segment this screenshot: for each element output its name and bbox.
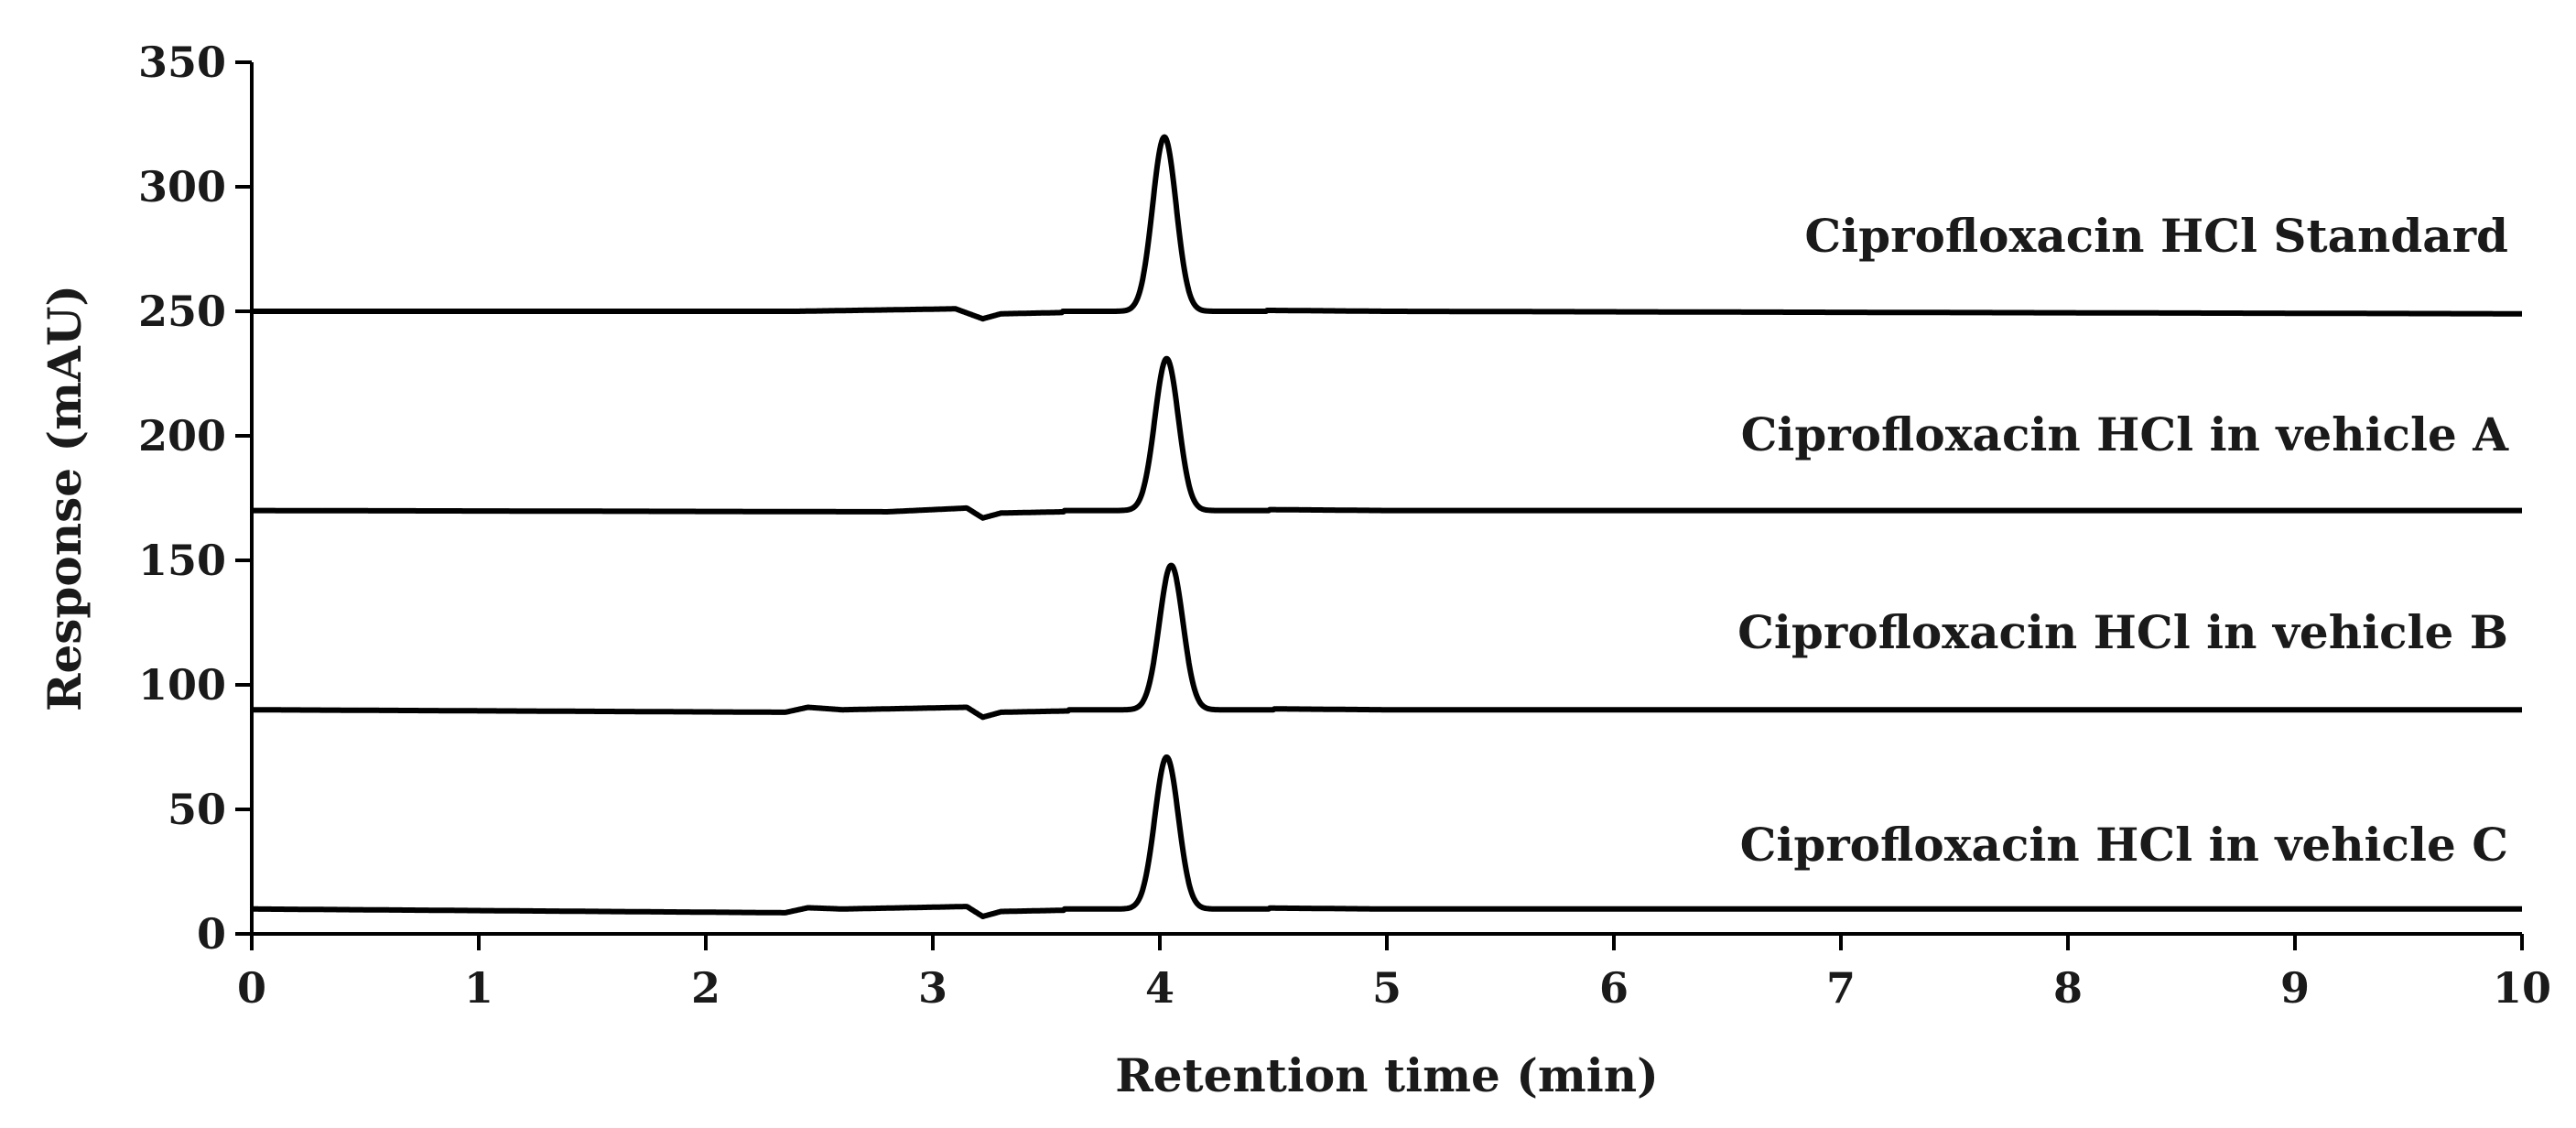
x-tick-label: 4 <box>1145 963 1174 1013</box>
series-trace-2 <box>250 562 2524 721</box>
x-tick-label: 3 <box>918 963 947 1013</box>
traces <box>250 134 2524 919</box>
series-trace-0 <box>250 134 2524 322</box>
series-labels: Ciprofloxacin HCl Standard Ciprofloxacin … <box>1737 209 2509 872</box>
x-tick-label: 1 <box>464 963 493 1013</box>
x-ticks: 0 1 2 3 4 5 6 7 8 9 10 <box>237 934 2551 1013</box>
y-tick-label: 150 <box>138 536 226 585</box>
x-tick-label: 2 <box>691 963 720 1013</box>
series-label-0: Ciprofloxacin HCl Standard <box>1804 209 2508 263</box>
x-tick-label: 10 <box>2493 963 2551 1013</box>
y-axis-title: Response (mAU) <box>38 285 92 711</box>
y-tick-label: 300 <box>138 162 226 212</box>
x-tick-label: 0 <box>237 963 266 1013</box>
x-tick-label: 9 <box>2280 963 2310 1013</box>
x-axis-title: Retention time (min) <box>1115 1048 1659 1102</box>
x-tick-label: 6 <box>1599 963 1629 1013</box>
y-tick-label: 50 <box>168 785 226 834</box>
series-label-2: Ciprofloxacin HCl in vehicle B <box>1737 605 2508 659</box>
y-tick-label: 100 <box>138 660 226 710</box>
y-ticks: 0 50 100 150 200 250 300 350 <box>138 38 252 959</box>
series-label-3: Ciprofloxacin HCl in vehicle C <box>1740 818 2508 872</box>
series-trace-1 <box>250 355 2524 521</box>
y-tick-label: 0 <box>197 909 226 959</box>
x-tick-label: 5 <box>1372 963 1402 1013</box>
x-tick-label: 7 <box>1826 963 1856 1013</box>
y-tick-label: 250 <box>138 287 226 336</box>
series-trace-3 <box>250 754 2524 919</box>
series-label-1: Ciprofloxacin HCl in vehicle A <box>1741 407 2510 461</box>
y-tick-label: 350 <box>138 38 226 87</box>
y-tick-label: 200 <box>138 411 226 461</box>
x-tick-label: 8 <box>2053 963 2083 1013</box>
axes <box>250 62 2522 936</box>
